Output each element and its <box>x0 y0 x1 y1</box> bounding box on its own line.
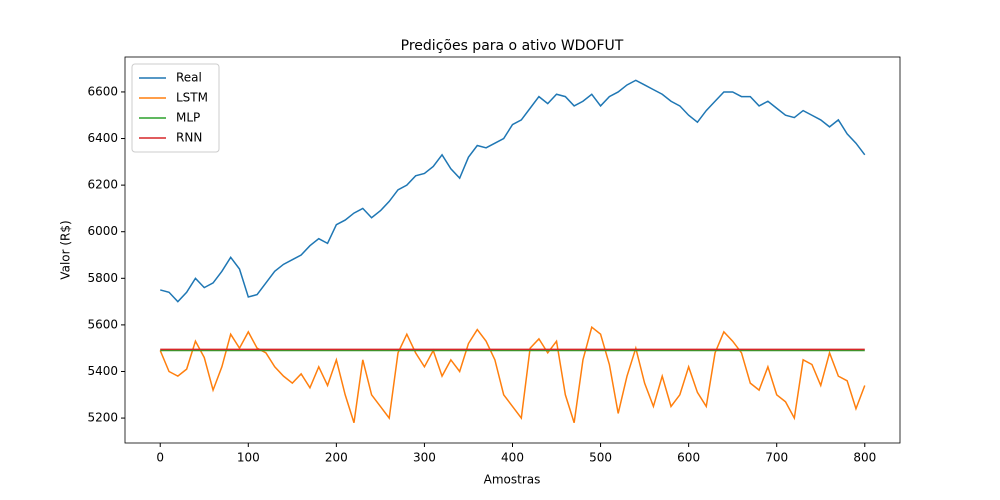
plot-frame <box>124 56 901 444</box>
y-tick-label: 6200 <box>87 178 118 192</box>
legend-label: MLP <box>176 111 200 125</box>
x-tick-label: 600 <box>677 451 700 465</box>
y-tick-label: 5800 <box>87 271 118 285</box>
legend-label: LSTM <box>176 91 208 105</box>
legend-label: RNN <box>176 131 202 145</box>
chart-title: Predições para o ativo WDOFUT <box>401 38 624 54</box>
x-tick-label: 0 <box>156 451 164 465</box>
y-tick-label: 5400 <box>87 364 118 378</box>
x-tick-label: 500 <box>589 451 612 465</box>
x-tick-label: 200 <box>325 451 348 465</box>
x-tick-label: 100 <box>237 451 260 465</box>
legend-label: Real <box>176 71 202 85</box>
x-tick-label: 400 <box>501 451 524 465</box>
x-axis-label: Amostras <box>484 473 541 487</box>
legend-box <box>131 63 220 153</box>
y-tick-label: 6000 <box>87 224 118 238</box>
y-tick-label: 5600 <box>87 317 118 331</box>
y-tick-label: 5200 <box>87 411 118 425</box>
y-axis-label: Valor (R$) <box>59 220 73 279</box>
series-line <box>159 325 866 423</box>
x-tick-label: 800 <box>853 451 876 465</box>
x-tick-label: 300 <box>413 451 436 465</box>
x-tick-label: 700 <box>765 451 788 465</box>
y-tick-label: 6600 <box>87 84 118 98</box>
y-tick-label: 6400 <box>87 131 118 145</box>
series-line <box>160 79 866 303</box>
